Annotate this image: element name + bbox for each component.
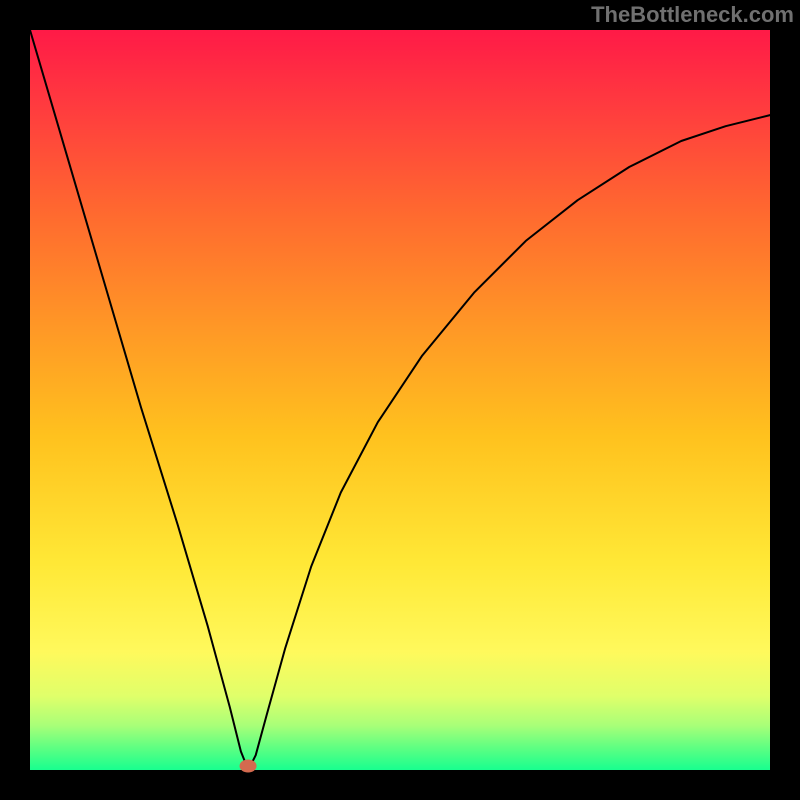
minimum-marker xyxy=(240,760,257,773)
bottleneck-curve xyxy=(30,30,770,770)
source-watermark: TheBottleneck.com xyxy=(591,2,794,28)
plot-area xyxy=(30,30,770,770)
curve-layer xyxy=(30,30,770,770)
chart-outer: TheBottleneck.com xyxy=(0,0,800,800)
